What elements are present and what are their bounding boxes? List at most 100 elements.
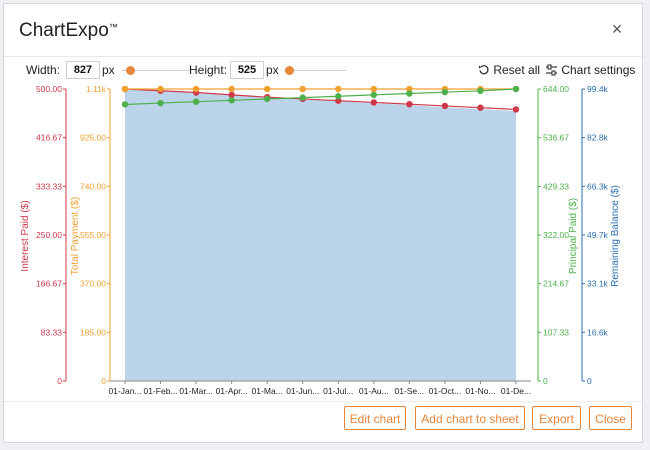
export-button[interactable]: Export <box>532 406 581 430</box>
interest-tick-label: 83.33 <box>41 327 63 337</box>
total-data-point <box>121 85 129 93</box>
width-input[interactable]: 827 <box>66 61 100 79</box>
height-slider-handle[interactable] <box>285 66 294 75</box>
interest-data-point <box>370 99 378 106</box>
principal-series-line <box>124 88 517 106</box>
interest-data-point <box>477 104 484 111</box>
reset-icon <box>479 65 489 75</box>
total-tick-label: 555.00 <box>80 230 106 240</box>
dialog-header: ChartExpo™ × <box>4 4 642 57</box>
app-title: ChartExpo™ <box>19 20 118 42</box>
principal-data-point <box>299 94 306 101</box>
principal-data-point <box>441 88 449 96</box>
balance-tick-label: 33.1k <box>587 279 609 289</box>
total-tick-label: 740.00 <box>80 181 106 191</box>
x-tick-label: 01-Feb... <box>144 386 178 396</box>
reset-all-button[interactable]: Reset all <box>478 63 540 77</box>
total-data-point <box>370 85 378 93</box>
interest-data-point <box>441 102 449 110</box>
total-data-point <box>157 85 164 93</box>
x-tick-label: 01-Au... <box>359 386 389 396</box>
width-slider-track[interactable] <box>122 70 190 71</box>
total-data-point <box>263 85 271 93</box>
total-tick-label: 0 <box>101 376 106 386</box>
principal-tick-label: 107.33 <box>543 327 569 337</box>
width-label: Width: <box>26 63 61 77</box>
balance-tick-label: 0 <box>587 376 592 386</box>
app-title-text: ChartExpo <box>19 20 109 41</box>
principal-tick-label: 429.33 <box>543 181 569 191</box>
toolbar: Width: 827 px Height: 525 px Reset all C… <box>4 56 642 86</box>
height-input[interactable]: 525 <box>230 61 264 79</box>
total-data-point <box>192 85 200 93</box>
chart-settings-label: Chart settings <box>561 63 636 77</box>
interest-tick-label: 0 <box>57 376 62 386</box>
chart-area: 500.00 416.67 333.33 250.00 166.67 83.33 0 1.11… <box>4 84 644 401</box>
x-tick-label: 01-De... <box>501 386 531 396</box>
reset-all-label: Reset all <box>493 63 541 77</box>
total-tick-label: 1.11k <box>86 86 107 94</box>
interest-tick-label: 500.00 <box>36 86 62 94</box>
principal-data-point <box>157 99 164 107</box>
interest-data-point <box>512 106 520 113</box>
width-slider-handle[interactable] <box>126 66 135 75</box>
balance-area <box>125 89 516 381</box>
balance-tick-label: 82.8k <box>587 133 609 143</box>
balance-tick-label: 99.4k <box>587 86 609 94</box>
edit-chart-button[interactable]: Edit chart <box>344 406 406 430</box>
interest-series-line <box>124 88 517 111</box>
principal-data-point <box>335 93 342 100</box>
total-axis-title: Total Payment ($) <box>70 197 81 275</box>
balance-axis-title: Remaining Balance ($) <box>610 185 621 287</box>
chart-dialog: ChartExpo™ × Width: 827 px Height: 525 p… <box>3 3 643 443</box>
interest-tick-label: 416.67 <box>36 133 62 143</box>
total-data-point <box>406 85 413 93</box>
sliders-icon <box>546 64 557 76</box>
interest-tick-label: 166.67 <box>36 279 62 289</box>
chart-settings-button[interactable]: Chart settings <box>545 63 635 77</box>
principal-data-point <box>228 97 235 104</box>
principal-data-point <box>263 95 271 103</box>
principal-data-point <box>192 98 200 105</box>
principal-tick-label: 644.00 <box>543 86 569 94</box>
balance-tick-label: 16.6k <box>587 327 609 337</box>
x-tick-label: 01-Jul... <box>323 386 353 396</box>
principal-data-point <box>370 91 378 99</box>
total-data-point <box>299 85 306 93</box>
close-button[interactable]: Close <box>589 406 632 430</box>
balance-tick-label: 66.3k <box>587 181 609 191</box>
x-tick-label: 01-Se... <box>394 386 424 396</box>
close-icon[interactable]: × <box>611 19 623 39</box>
interest-axis-title: Interest Paid ($) <box>20 200 31 271</box>
principal-tick-label: 0 <box>543 376 548 386</box>
x-tick-label: 01-Jan... <box>108 386 141 396</box>
principal-data-point <box>512 85 520 93</box>
x-tick-label: 01-Apr... <box>216 386 248 396</box>
total-tick-label: 925.00 <box>80 133 106 143</box>
combo-chart[interactable]: 500.00 416.67 333.33 250.00 166.67 83.33 0 1.11… <box>4 84 644 401</box>
add-chart-to-sheet-button[interactable]: Add chart to sheet <box>415 406 525 430</box>
interest-data-point <box>228 91 235 99</box>
height-slider-track[interactable] <box>284 70 346 71</box>
total-data-point <box>335 85 342 93</box>
principal-tick-label: 322.00 <box>543 230 569 240</box>
principal-data-point <box>121 101 129 108</box>
x-tick-label: 01-Ma... <box>252 386 283 396</box>
x-tick-label: 01-No... <box>465 386 495 396</box>
height-unit: px <box>266 63 279 77</box>
principal-axis-title: Principal Paid ($) <box>568 198 579 274</box>
total-data-point <box>228 85 235 93</box>
x-tick-label: 01-Jun... <box>286 386 319 396</box>
balance-tick-label: 49.7k <box>587 230 609 240</box>
total-tick-label: 185.00 <box>80 327 106 337</box>
principal-data-point <box>406 90 413 97</box>
trademark-mark: ™ <box>108 22 118 32</box>
principal-tick-label: 536.67 <box>543 133 569 143</box>
width-unit: px <box>102 63 115 77</box>
interest-tick-label: 250.00 <box>36 230 62 240</box>
height-label: Height: <box>189 63 228 77</box>
x-tick-label: 01-Mar... <box>179 386 213 396</box>
interest-data-point <box>406 100 413 108</box>
footer-divider <box>4 401 642 402</box>
principal-tick-label: 214.67 <box>543 279 569 289</box>
